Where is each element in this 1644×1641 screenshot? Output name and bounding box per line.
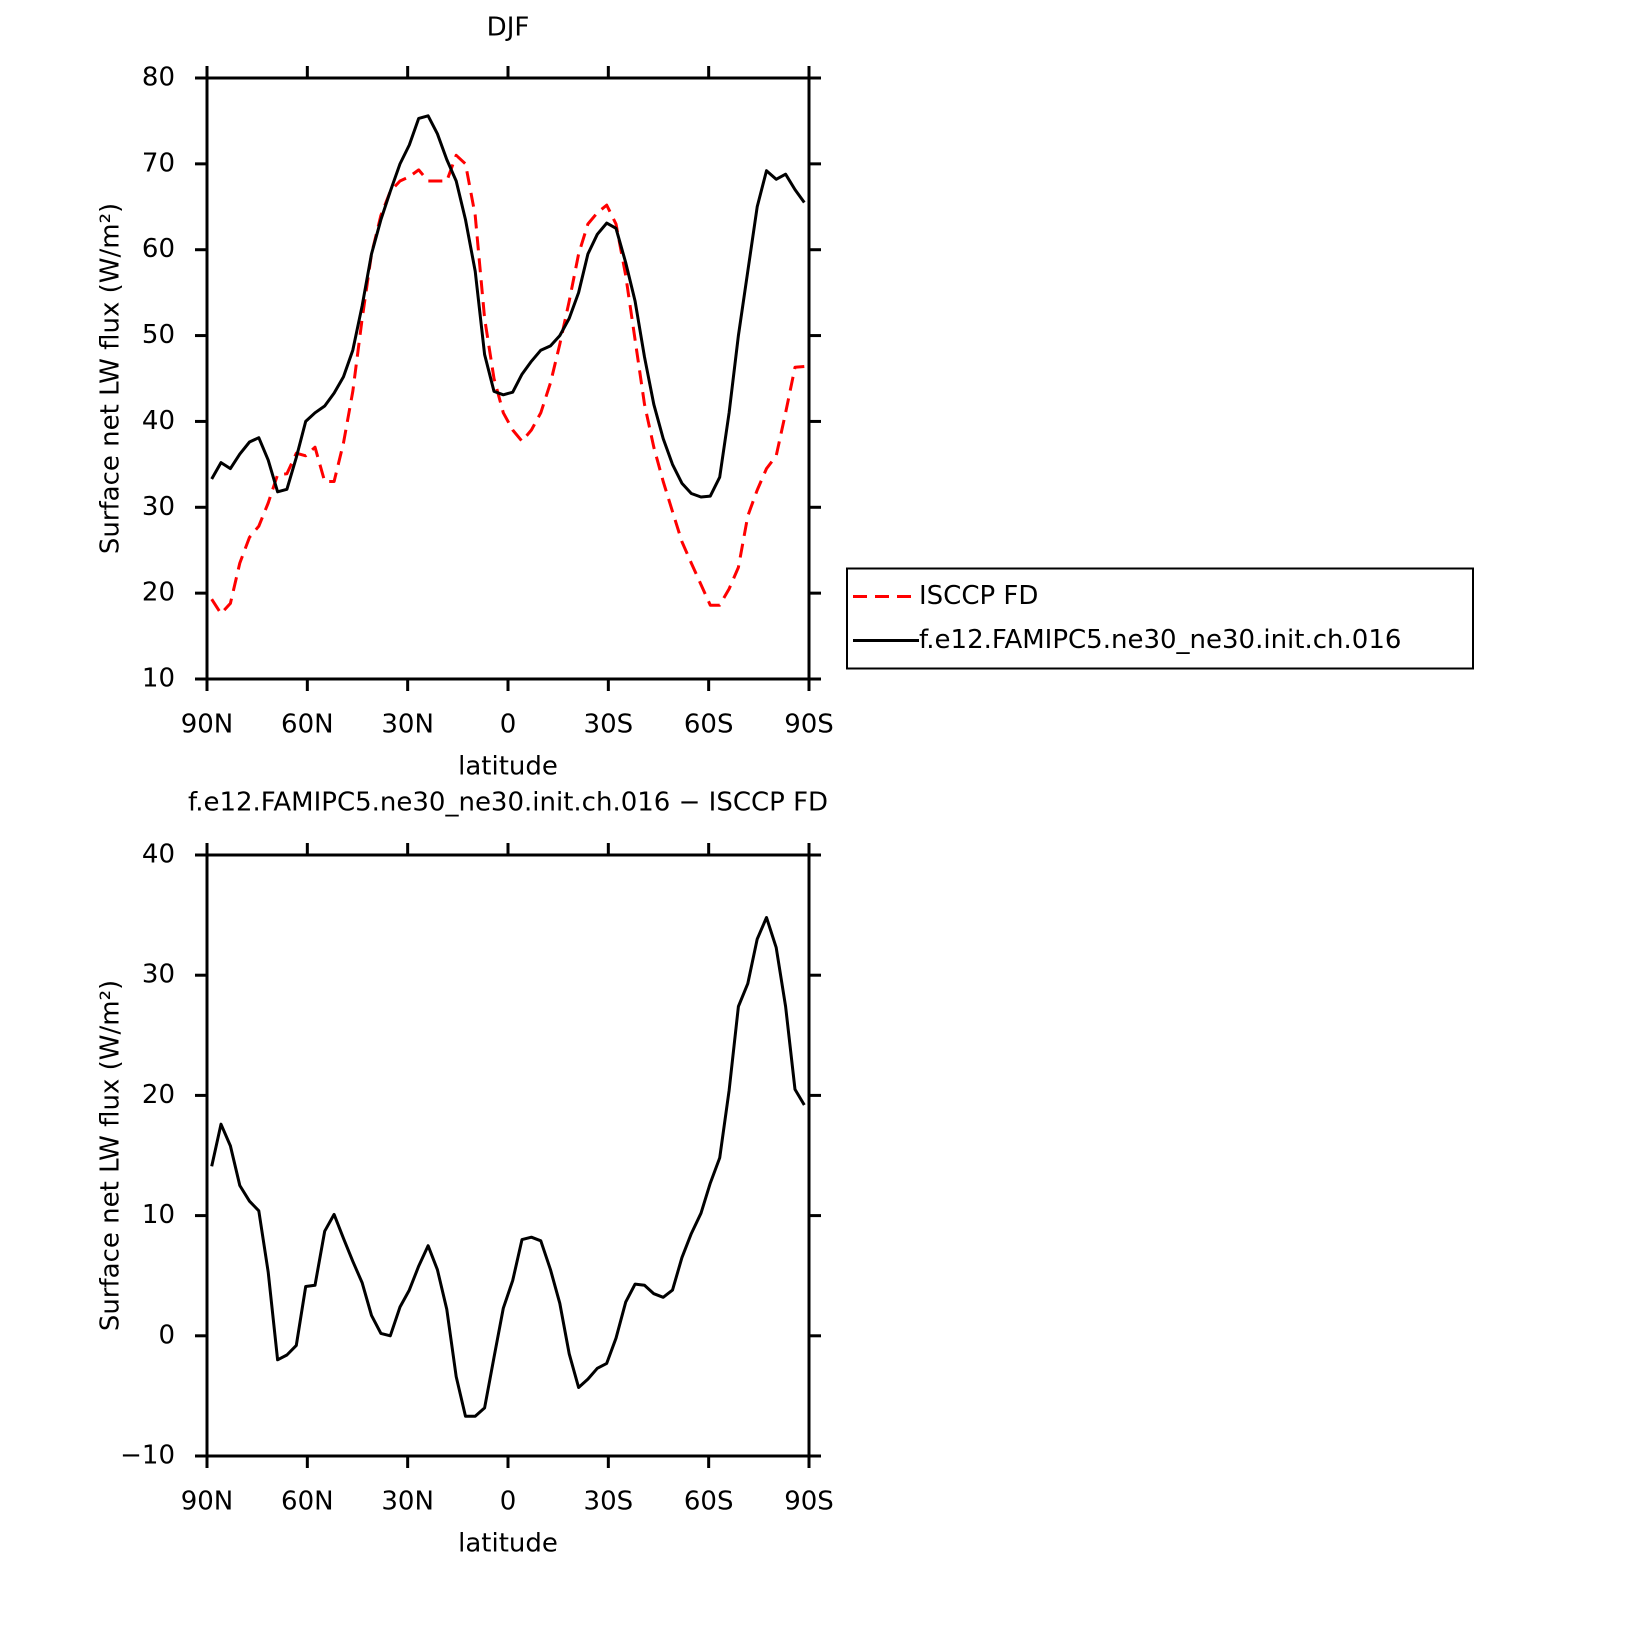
y-axis-label: Surface net LW flux (W/m²) bbox=[96, 980, 126, 1331]
y-tick-label: 80 bbox=[142, 63, 175, 93]
legend-label: f.e12.FAMIPC5.ne30_ne30.init.ch.016 bbox=[919, 625, 1401, 655]
chart-title: DJF bbox=[487, 13, 530, 43]
y-tick-label: 30 bbox=[142, 492, 175, 522]
y-tick-label: 10 bbox=[142, 1200, 175, 1230]
x-tick-label: 90N bbox=[181, 1487, 234, 1517]
y-tick-label: 0 bbox=[158, 1320, 175, 1350]
x-tick-label: 30N bbox=[381, 1487, 434, 1517]
y-tick-label: 10 bbox=[142, 664, 175, 694]
y-tick-label: 40 bbox=[142, 840, 175, 870]
x-tick-label: 30S bbox=[584, 1487, 634, 1517]
x-tick-label: 90S bbox=[784, 710, 834, 740]
y-tick-label: 20 bbox=[142, 578, 175, 608]
data-line bbox=[210, 153, 805, 616]
y-tick-label: 30 bbox=[142, 960, 175, 990]
y-tick-label: 60 bbox=[142, 234, 175, 264]
x-tick-label: 0 bbox=[500, 710, 517, 740]
x-tick-label: 90N bbox=[181, 710, 234, 740]
x-tick-label: 0 bbox=[500, 1487, 517, 1517]
legend-box bbox=[846, 567, 1474, 670]
x-tick-label: 30S bbox=[584, 710, 634, 740]
y-axis-label: Surface net LW flux (W/m²) bbox=[96, 203, 126, 554]
y-tick-label: 20 bbox=[142, 1080, 175, 1110]
plot-frame bbox=[205, 76, 811, 681]
x-tick-label: 90S bbox=[784, 1487, 834, 1517]
x-tick-label: 60N bbox=[281, 710, 334, 740]
y-tick-label: 40 bbox=[142, 406, 175, 436]
y-tick-label: 50 bbox=[142, 320, 175, 350]
y-tick-label: −10 bbox=[120, 1441, 175, 1471]
x-tick-label: 60N bbox=[281, 1487, 334, 1517]
x-tick-label: 60S bbox=[684, 710, 734, 740]
x-axis-label: latitude bbox=[458, 1529, 558, 1559]
x-tick-label: 60S bbox=[684, 1487, 734, 1517]
data-line bbox=[210, 114, 806, 499]
y-tick-label: 70 bbox=[142, 148, 175, 178]
chart-title: f.e12.FAMIPC5.ne30_ne30.init.ch.016 − IS… bbox=[188, 788, 828, 818]
data-line bbox=[210, 916, 806, 1418]
x-tick-label: 30N bbox=[381, 710, 434, 740]
legend-label: ISCCP FD bbox=[919, 581, 1038, 611]
x-axis-label: latitude bbox=[458, 752, 558, 782]
